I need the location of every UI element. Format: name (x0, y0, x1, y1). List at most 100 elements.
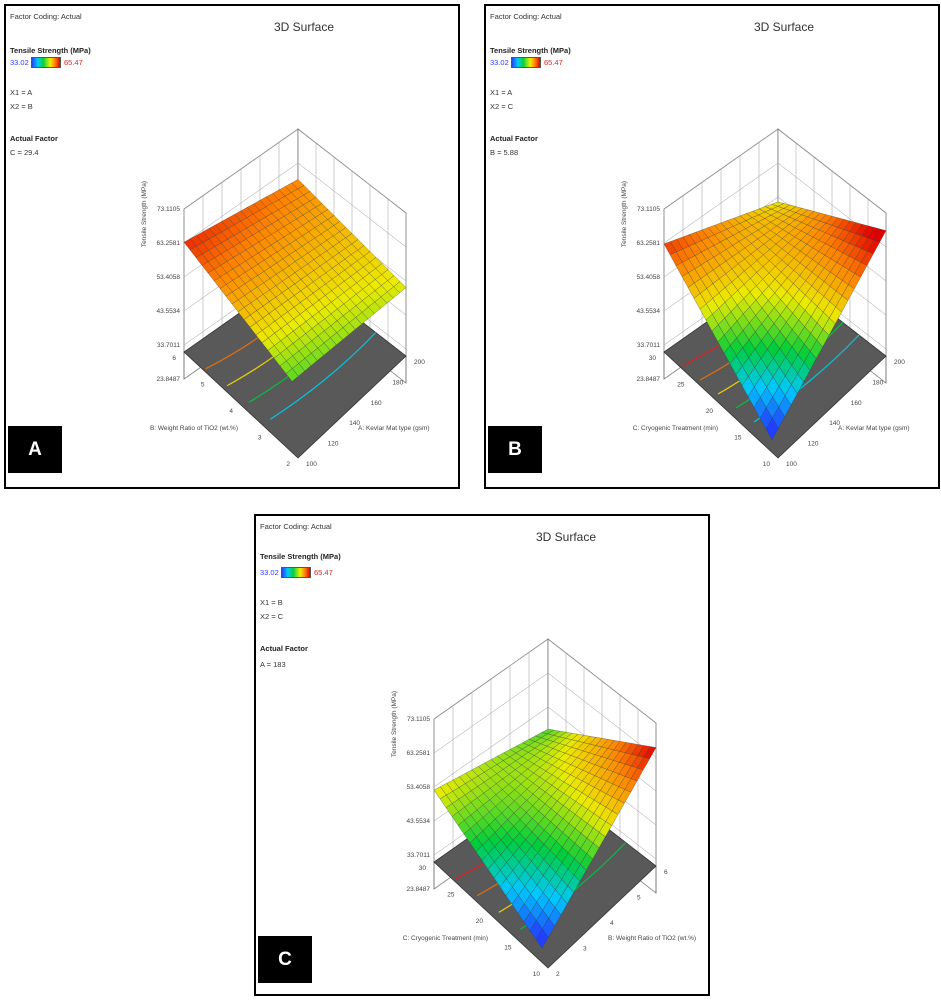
right-axis-tick: 100 (306, 461, 317, 468)
legend-title: Tensile Strength (MPa) (260, 552, 341, 561)
actual-factor-label: Actual Factor (490, 134, 538, 143)
legend-max: 65.47 (64, 58, 83, 67)
right-axis-tick: 180 (872, 379, 883, 386)
left-axis-tick: 20 (706, 408, 714, 415)
z-tick-label: 33.7011 (407, 852, 430, 859)
z-tick-label: 53.4058 (637, 274, 661, 281)
actual-factor-value: B = 5.88 (490, 148, 519, 157)
x1-factor: X1 = A (490, 88, 513, 97)
x1-factor: X1 = A (10, 88, 33, 97)
right-axis-tick: 6 (664, 869, 668, 876)
right-axis-tick: 120 (808, 441, 819, 448)
left-axis-tick: 10 (763, 461, 771, 468)
surface-plot-panel-c: Factor Coding: Actual 3D Surface Tensile… (254, 514, 710, 996)
right-axis-tick: 100 (786, 461, 797, 468)
z-tick-label: 43.5534 (637, 308, 661, 315)
x2-factor: X2 = C (260, 612, 284, 621)
surface-plot-panel-a: Factor Coding: Actual 3D Surface Tensile… (4, 4, 460, 489)
plot-title: 3D Surface (274, 20, 335, 34)
left-axis-tick: 5 (201, 382, 205, 389)
left-axis-tick: 2 (286, 461, 290, 468)
factor-coding-label: Factor Coding: Actual (490, 12, 562, 21)
z-tick-label: 43.5534 (157, 308, 181, 315)
left-axis-label: C: Cryogenic Treatment (min) (403, 935, 488, 942)
z-tick-label: 53.4058 (157, 274, 181, 281)
surface-facet (765, 417, 779, 441)
x2-factor: X2 = B (10, 102, 33, 111)
right-axis-tick: 200 (414, 359, 425, 366)
z-tick-label: 63.2581 (637, 240, 661, 247)
left-axis-tick: 30 (649, 355, 657, 362)
right-axis-tick: 5 (637, 895, 641, 902)
z-tick-label: 63.2581 (407, 750, 431, 757)
right-axis-tick: 120 (328, 441, 339, 448)
z-tick-label: 73.1105 (637, 206, 660, 213)
left-axis-label: C: Cryogenic Treatment (min) (633, 425, 718, 432)
color-legend-bar (31, 57, 61, 68)
right-axis-tick: 140 (349, 420, 360, 427)
actual-factor-value: C = 29.4 (10, 148, 39, 157)
actual-factor-value: A = 183 (260, 660, 286, 669)
left-axis-tick: 25 (677, 382, 685, 389)
right-axis-label: A: Kevlar Mat type (gsm) (358, 425, 430, 432)
right-axis-tick: 3 (583, 946, 587, 953)
z-tick-label: 43.5534 (407, 818, 431, 825)
z-axis-label: Tensile Strength (MPa) (621, 181, 628, 247)
right-axis-tick: 180 (392, 379, 403, 386)
surface-plot-b: 23.8487 33.7011 43.5534 53.4058 63.2581 73.11… (621, 128, 910, 468)
left-axis-tick: 15 (734, 435, 742, 442)
z-tick-label: 73.1105 (407, 716, 430, 723)
actual-factor-label: Actual Factor (260, 644, 308, 653)
z-axis-label: Tensile Strength (MPa) (391, 691, 398, 757)
z-tick-label: 33.7011 (637, 342, 660, 349)
z-tick-label: 23.8487 (157, 376, 181, 383)
left-axis-tick: 6 (172, 355, 176, 362)
right-axis-tick: 160 (851, 400, 862, 407)
legend-title: Tensile Strength (MPa) (490, 46, 571, 55)
surface-plot-a: 23.8487 33.7011 43.5534 53.4058 63.2581 73.11… (141, 128, 430, 468)
right-axis-label: B: Weight Ratio of TiO2 (wt.%) (608, 935, 696, 942)
left-axis-tick: 10 (533, 971, 541, 978)
z-tick-label: 73.1105 (157, 206, 180, 213)
contour-line (270, 332, 377, 420)
response-surface (663, 201, 887, 441)
z-tick-label: 53.4058 (407, 784, 431, 791)
color-legend-bar (281, 567, 311, 578)
z-tick-label: 23.8487 (407, 886, 431, 893)
right-axis-tick: 160 (371, 400, 382, 407)
left-axis-tick: 20 (476, 918, 484, 925)
plot-title: 3D Surface (754, 20, 815, 34)
left-axis-tick: 30 (419, 865, 427, 872)
legend-min: 33.02 (260, 568, 279, 577)
right-axis-label: A: Kevlar Mat type (gsm) (838, 425, 910, 432)
legend-min: 33.02 (490, 58, 509, 67)
left-axis-tick: 15 (504, 945, 512, 952)
panel-label-a: A (8, 426, 62, 473)
factor-coding-label: Factor Coding: Actual (10, 12, 82, 21)
color-legend-bar (511, 57, 541, 68)
left-axis-tick: 3 (258, 435, 262, 442)
response-surface (433, 728, 657, 949)
plot-title: 3D Surface (536, 530, 597, 544)
legend-max: 65.47 (314, 568, 333, 577)
left-axis-tick: 25 (447, 892, 455, 899)
x2-factor: X2 = C (490, 102, 514, 111)
z-tick-label: 23.8487 (637, 376, 661, 383)
left-axis-tick: 4 (229, 408, 233, 415)
right-axis-tick: 2 (556, 971, 560, 978)
factor-coding-label: Factor Coding: Actual (260, 522, 332, 531)
x1-factor: X1 = B (260, 598, 283, 607)
legend-min: 33.02 (10, 58, 29, 67)
z-axis-label: Tensile Strength (MPa) (141, 181, 148, 247)
panel-label-c: C (258, 936, 312, 983)
surface-facet (285, 368, 299, 382)
legend-title: Tensile Strength (MPa) (10, 46, 91, 55)
right-axis-tick: 4 (610, 920, 614, 927)
surface-plot-c: 23.8487 33.7011 43.5534 53.4058 63.2581 73.11… (391, 638, 696, 978)
surface-facet (535, 928, 549, 949)
response-surface (183, 179, 407, 382)
actual-factor-label: Actual Factor (10, 134, 58, 143)
surface-plot-panel-b: Factor Coding: Actual 3D Surface Tensile… (484, 4, 940, 489)
right-axis-tick: 140 (829, 420, 840, 427)
right-axis-tick: 200 (894, 359, 905, 366)
